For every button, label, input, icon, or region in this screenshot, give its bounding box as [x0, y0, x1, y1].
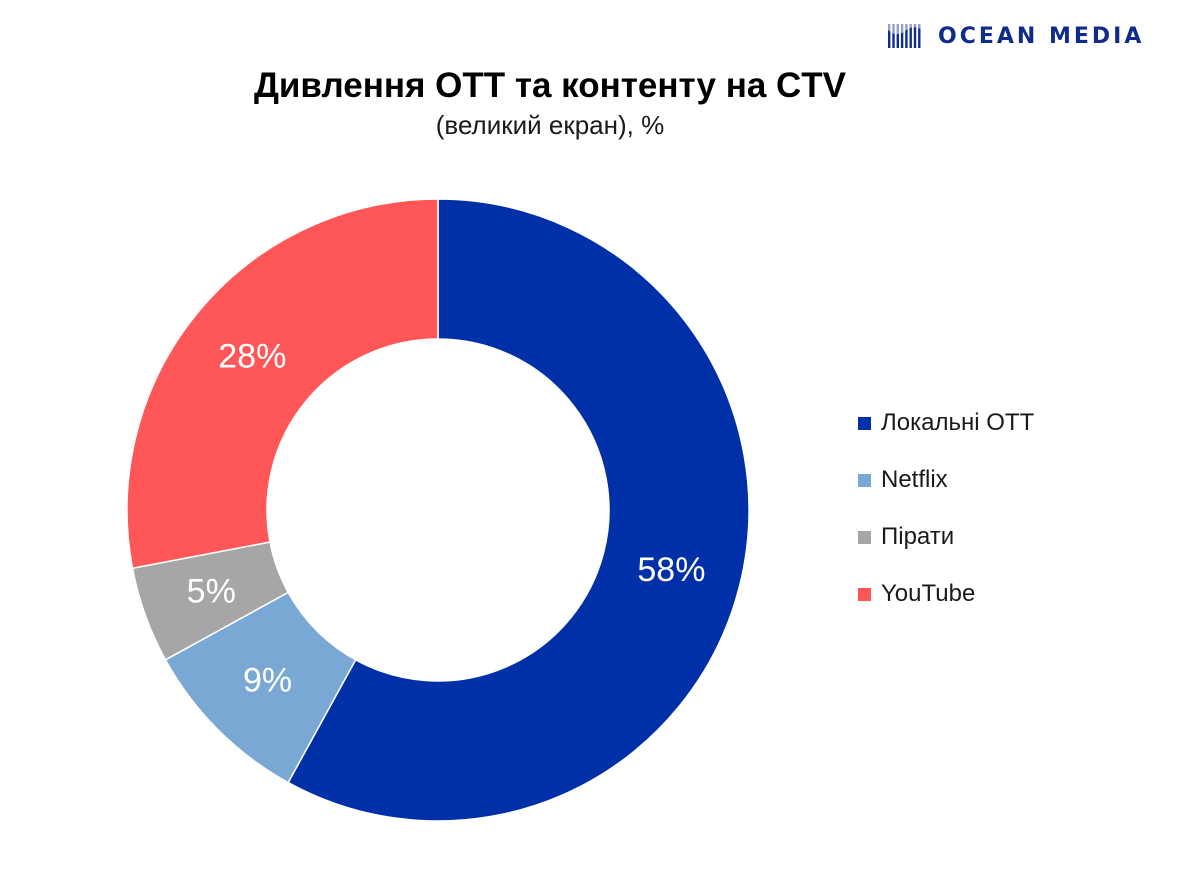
legend-swatch: [858, 473, 871, 487]
brand-name: OCEAN MEDIA: [938, 23, 1145, 49]
data-label-youtube: 28%: [218, 337, 286, 375]
legend-item-netflix: Netflix: [858, 461, 1034, 499]
legend-label: YouTube: [881, 580, 976, 607]
chart-subtitle: (великий екран), %: [435, 110, 665, 140]
data-label-netflix: 9%: [243, 661, 292, 699]
legend-swatch: [858, 530, 871, 544]
legend-swatch: [858, 587, 871, 601]
data-label-пірати: 5%: [187, 573, 236, 611]
legend-swatch: [858, 416, 871, 430]
legend-label: Netflix: [881, 466, 948, 493]
legend-label: Пірати: [881, 523, 955, 550]
ocean-media-logo-icon: [888, 22, 922, 48]
legend-item-пірати: Пірати: [858, 518, 1034, 556]
chart-legend: Локальні ОТТ Netflix Пірати YouTube: [858, 404, 1034, 632]
data-label-локальні-отт: 58%: [637, 551, 705, 589]
brand-logo: OCEAN MEDIA: [888, 20, 1144, 52]
slice-youtube: [126, 198, 439, 570]
chart-title: Дивлення ОТТ та контенту на CTV: [253, 66, 847, 105]
legend-label: Локальні ОТТ: [881, 409, 1035, 436]
legend-item-локальні-отт: Локальні ОТТ: [858, 404, 1034, 442]
slice-локальні-отт: [287, 198, 750, 822]
legend-item-youtube: YouTube: [858, 575, 1034, 613]
